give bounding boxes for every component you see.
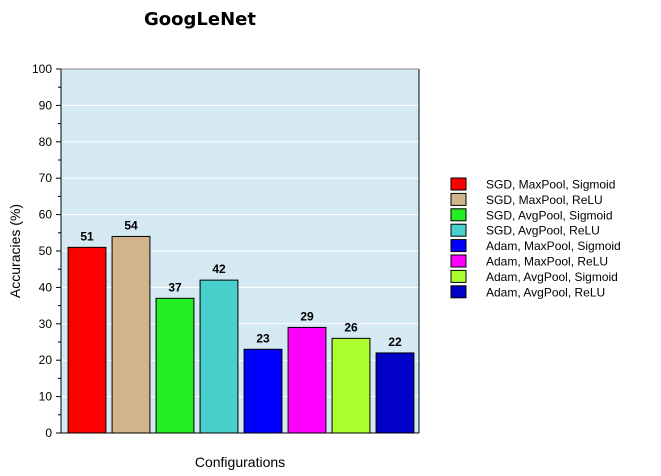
legend-swatch	[450, 239, 467, 253]
y-axis-ticks: 0 10 20 30 40 50 60 70 80 90 100	[32, 62, 61, 440]
bar-5	[243, 348, 283, 434]
bar-8	[375, 352, 415, 434]
legend-swatch	[450, 254, 467, 268]
legend-swatch	[450, 208, 467, 222]
legend-label: SGD, MaxPool, ReLU	[486, 193, 603, 207]
y-tick-label: 100	[32, 62, 52, 76]
legend-label: SGD, AvgPool, ReLU	[486, 224, 600, 238]
legend-swatch	[450, 223, 467, 237]
bars	[67, 235, 415, 434]
legend-label: SGD, MaxPool, Sigmoid	[486, 178, 615, 192]
bar-1	[67, 246, 107, 434]
bar-value-labels: 51 54 37 42 23 29 26 22	[80, 218, 402, 348]
legend-swatch	[450, 177, 467, 191]
bar-4	[199, 279, 239, 434]
y-axis-title: Accuracies (%)	[7, 204, 23, 298]
y-tick-label: 50	[39, 244, 53, 258]
bar-3	[155, 297, 195, 434]
bar-value-label: 22	[388, 335, 402, 349]
legend-label: Adam, AvgPool, ReLU	[486, 285, 605, 299]
y-tick-label: 80	[39, 135, 53, 149]
bar-value-label: 29	[300, 309, 314, 323]
axes	[60, 68, 420, 434]
legend-label: SGD, AvgPool, Sigmoid	[486, 208, 613, 222]
y-tick-label: 70	[39, 171, 53, 185]
bar-7	[331, 337, 371, 434]
x-axis-title: Configurations	[195, 454, 285, 470]
bar-value-label: 26	[344, 320, 358, 334]
y-tick-label: 60	[39, 208, 53, 222]
y-tick-label: 30	[39, 317, 53, 331]
y-tick-label: 40	[39, 280, 53, 294]
legend-swatch	[450, 269, 467, 283]
bar-2	[111, 235, 151, 434]
bar-value-label: 54	[124, 218, 138, 232]
bar-value-label: 51	[80, 229, 94, 243]
legend-swatch	[450, 192, 467, 206]
bar-value-label: 23	[256, 331, 270, 345]
y-tick-label: 10	[39, 390, 53, 404]
bar-value-label: 37	[168, 280, 182, 294]
legend-label: Adam, MaxPool, Sigmoid	[486, 239, 621, 253]
legend-label: Adam, MaxPool, ReLU	[486, 255, 608, 269]
y-tick-label: 20	[39, 353, 53, 367]
y-tick-label: 90	[39, 98, 53, 112]
chart-title: GoogLeNet	[144, 9, 256, 30]
legend-swatch	[450, 285, 467, 299]
legend-label: Adam, AvgPool, Sigmoid	[486, 270, 618, 284]
bar-6	[287, 326, 327, 434]
y-tick-label: 0	[45, 426, 52, 440]
bar-value-label: 42	[212, 262, 226, 276]
